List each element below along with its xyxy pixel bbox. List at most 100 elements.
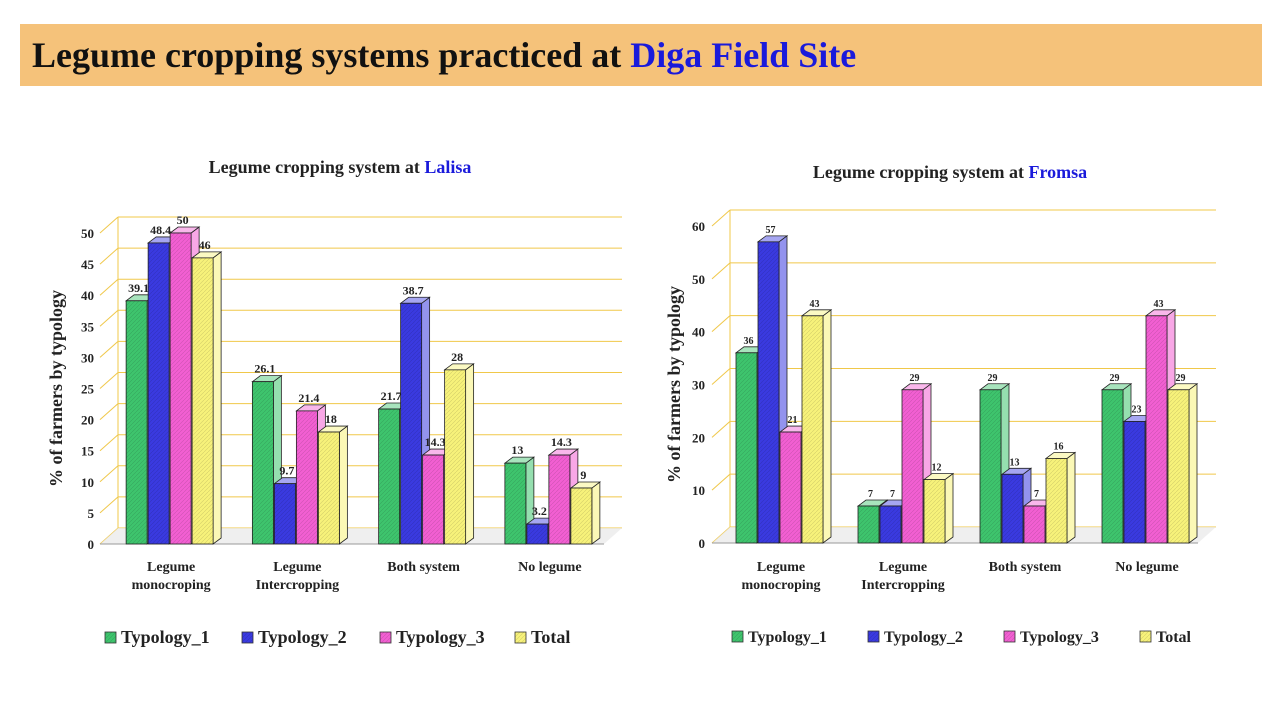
- data-label: 48.4: [150, 223, 171, 237]
- legend-label: Typology_1: [748, 629, 827, 646]
- data-label: 16: [1054, 441, 1064, 452]
- x-tick-label: Both system: [387, 560, 460, 575]
- page-title: Legume cropping systems practiced at Dig…: [32, 34, 856, 76]
- y-tick-label: 0: [699, 536, 706, 551]
- legend-swatch: [1139, 630, 1152, 643]
- bar-front: [251, 381, 274, 545]
- bar-side: [1066, 451, 1076, 544]
- x-tick-label: Both system: [989, 560, 1062, 575]
- legend-swatch: [104, 631, 117, 644]
- x-tick-label: Legume: [147, 560, 195, 575]
- grid-line-side: [99, 278, 119, 296]
- bar-front: [548, 454, 571, 545]
- data-label: 29: [910, 373, 920, 384]
- data-label: 29: [988, 373, 998, 384]
- y-tick-label: 30: [692, 378, 705, 393]
- legend-label: Total: [531, 627, 570, 647]
- data-label: 57: [766, 225, 776, 236]
- data-label: 21.4: [298, 391, 319, 405]
- data-label: 29: [1176, 373, 1186, 384]
- data-label: 46: [199, 238, 211, 252]
- data-label: 18: [325, 412, 337, 426]
- y-tick-label: 40: [81, 288, 94, 303]
- y-tick-label: 50: [692, 272, 705, 287]
- legend-label: Total: [1156, 629, 1192, 646]
- bar-front: [1045, 458, 1068, 544]
- y-tick-label: 50: [81, 226, 94, 241]
- y-tick-label: 60: [692, 219, 705, 234]
- bar-side: [212, 251, 222, 545]
- data-label: 21.7: [381, 389, 402, 403]
- bar-front: [570, 487, 593, 545]
- bar-front: [169, 232, 192, 545]
- x-tick-label: No legume: [1115, 560, 1178, 575]
- bar-total: [800, 309, 833, 544]
- bar-front: [147, 242, 170, 545]
- bar-side: [338, 425, 348, 545]
- data-label: 14.3: [551, 435, 572, 449]
- grid-line-side: [99, 341, 119, 358]
- bar-front: [273, 483, 296, 545]
- chart-title: Legume cropping system at Fromsa: [813, 162, 1087, 182]
- data-label: 9: [580, 468, 586, 482]
- page-title-site: Diga Field Site: [630, 35, 857, 75]
- chart-floor: [100, 528, 622, 544]
- bar-total: [443, 363, 475, 545]
- bar-front: [901, 389, 924, 544]
- bar-front: [1167, 389, 1190, 544]
- chart-title-text: Legume cropping system at: [813, 162, 1029, 182]
- grid-line-side: [99, 496, 119, 514]
- data-label: 7: [1034, 489, 1039, 500]
- legend-swatch: [1003, 630, 1016, 643]
- x-tick-label: Intercropping: [256, 578, 340, 593]
- x-tick-label: monocroping: [741, 578, 820, 593]
- bar-total: [190, 251, 223, 545]
- legend-swatch: [379, 631, 392, 644]
- y-tick-label: 25: [81, 382, 95, 397]
- bar-side: [822, 309, 832, 544]
- bar-front: [757, 241, 780, 544]
- data-label: 29: [1110, 373, 1120, 384]
- bar-front: [779, 431, 802, 544]
- bar-front: [125, 300, 148, 545]
- grid-line-side: [711, 368, 731, 385]
- data-label: 7: [868, 489, 873, 500]
- legend-swatch: [867, 630, 880, 643]
- y-tick-label: 5: [88, 506, 95, 521]
- bar-side: [1188, 382, 1198, 544]
- y-tick-label: 15: [81, 444, 95, 459]
- chart-floor: [712, 527, 1216, 543]
- data-label: 36: [744, 336, 754, 347]
- y-tick-label: 30: [81, 350, 94, 365]
- legend: Typology_1 Typology_2 Typology_3 Total: [731, 629, 1192, 646]
- data-label: 26.1: [254, 362, 275, 376]
- legend-swatch: [514, 631, 527, 644]
- grid-line-side: [99, 247, 119, 265]
- bar-front: [1101, 389, 1124, 544]
- bar-typology_1: [503, 456, 536, 545]
- y-tick-label: 35: [81, 319, 95, 334]
- bar-front: [191, 257, 214, 545]
- bar-side: [944, 472, 954, 544]
- y-axis-label: % of farmers by typology: [664, 286, 684, 483]
- grid-line-side: [711, 420, 731, 438]
- chart-title-highlight: Fromsa: [1029, 162, 1088, 182]
- data-label: 39.1: [128, 281, 149, 295]
- bar-front: [526, 523, 549, 545]
- x-tick-label: No legume: [518, 560, 581, 575]
- bar-front: [444, 369, 467, 545]
- grid-line-side: [711, 262, 731, 280]
- grid-line-side: [99, 216, 119, 234]
- grid-line-side: [711, 473, 731, 491]
- x-tick-label: Legume: [273, 560, 321, 575]
- y-tick-label: 10: [692, 483, 705, 498]
- data-label: 23: [1132, 404, 1142, 415]
- bar-total: [1166, 382, 1199, 544]
- bar-front: [400, 302, 423, 545]
- bar-front: [1023, 505, 1046, 544]
- data-label: 13: [511, 443, 523, 457]
- legend-label: Typology_3: [1020, 629, 1099, 646]
- bar-total: [1044, 451, 1077, 544]
- data-label: 12: [932, 463, 942, 474]
